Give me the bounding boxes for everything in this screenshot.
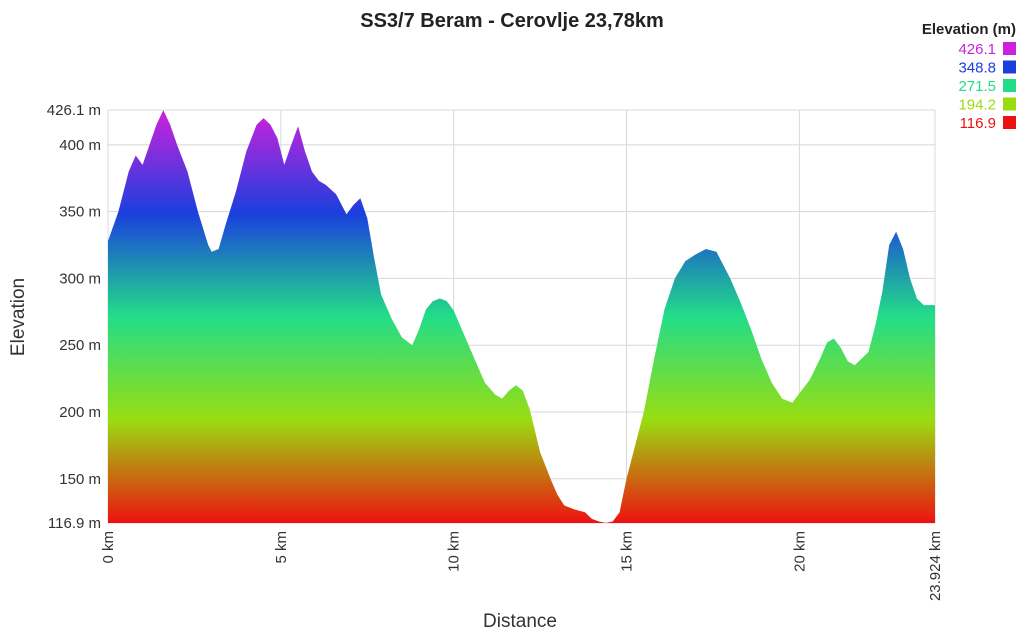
legend-swatch bbox=[1003, 116, 1016, 129]
legend-swatch bbox=[1003, 60, 1016, 74]
x-tick-label: 20 km bbox=[791, 531, 808, 572]
legend-entry-label: 116.9 bbox=[960, 115, 996, 132]
y-tick-label: 150 m bbox=[59, 471, 101, 488]
elevation-area bbox=[108, 110, 935, 523]
y-axis-ticks: 116.9 m 150 m 200 m 250 m 300 m 350 m 400 m 426… bbox=[47, 102, 101, 532]
y-tick-label: 116.9 m bbox=[48, 515, 101, 532]
legend-swatch bbox=[1003, 79, 1016, 92]
y-axis-label: Elevation bbox=[8, 278, 29, 356]
x-tick-label: 15 km bbox=[619, 531, 636, 572]
x-tick-label: 10 km bbox=[446, 531, 463, 572]
chart-title: SS3/7 Beram - Cerovlje 23,78km bbox=[360, 10, 664, 32]
x-tick-label: 5 km bbox=[273, 531, 290, 564]
x-axis-ticks: 0 km 5 km 10 km 15 km 20 km 23.924 km bbox=[100, 531, 944, 601]
y-tick-label: 250 m bbox=[59, 337, 101, 354]
x-tick-label: 0 km bbox=[100, 531, 117, 564]
x-axis-label: Distance bbox=[483, 611, 557, 632]
legend-entry-label: 271.5 bbox=[958, 78, 996, 95]
legend-swatch bbox=[1003, 42, 1016, 55]
legend-title: Elevation (m) bbox=[922, 21, 1016, 38]
y-tick-label: 200 m bbox=[59, 404, 101, 421]
legend-swatch bbox=[1003, 97, 1016, 111]
y-tick-label: 426.1 m bbox=[47, 102, 101, 119]
y-tick-label: 400 m bbox=[59, 137, 101, 154]
y-tick-label: 350 m bbox=[59, 204, 101, 221]
legend-entry-label: 348.8 bbox=[958, 60, 996, 77]
plot-area bbox=[108, 110, 935, 523]
x-tick-label: 23.924 km bbox=[927, 531, 944, 601]
legend-entry-label: 426.1 bbox=[958, 41, 996, 58]
y-tick-label: 300 m bbox=[59, 270, 101, 287]
legend-entry-label: 194.2 bbox=[958, 97, 996, 114]
